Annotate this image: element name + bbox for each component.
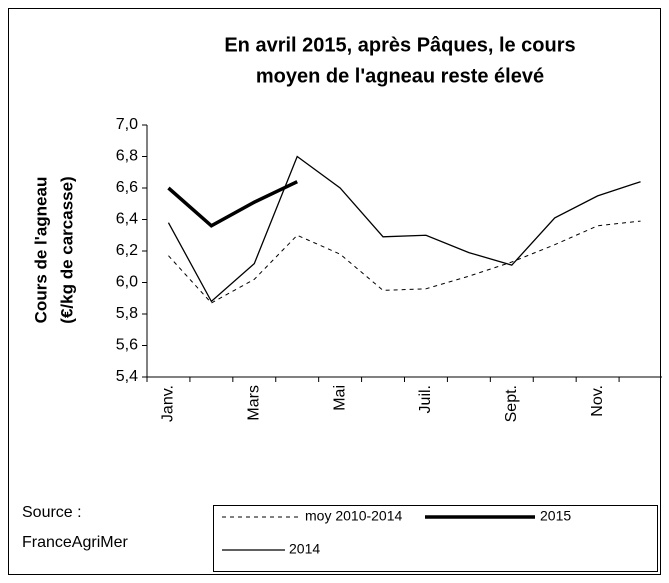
x-tick-label: Sept. [503, 385, 520, 422]
line-series [167, 155, 641, 303]
line-series [167, 180, 298, 228]
x-tick-label: Nov. [589, 385, 606, 417]
y-axis-label: (€/kg de carcasse) [57, 176, 76, 323]
y-axis-label: Cours de l'agneau [31, 177, 50, 324]
legend-label: 2014 [289, 541, 320, 557]
y-tick-label: 6,6 [116, 179, 138, 196]
chart-title: moyen de l'agneau reste élevé [256, 65, 544, 87]
y-tick-label: 5,4 [116, 368, 138, 385]
line-series [168, 220, 641, 304]
chart-title: En avril 2015, après Pâques, le cours [224, 34, 575, 56]
x-tick-label: Juil. [417, 385, 434, 413]
y-tick-label: 5,6 [116, 337, 138, 354]
y-tick-label: 6,2 [116, 242, 138, 259]
x-tick-label: Mai [331, 385, 348, 411]
y-tick-label: 6,0 [116, 274, 138, 291]
legend-label: 2015 [540, 508, 571, 524]
legend-label: moy 2010-2014 [305, 508, 403, 524]
y-tick-label: 7,0 [116, 116, 138, 133]
y-tick-label: 5,8 [116, 305, 138, 322]
x-tick-label: Mars [246, 385, 263, 421]
legend [213, 505, 658, 572]
y-tick-label: 6,8 [116, 148, 138, 165]
source: FranceAgriMer [22, 534, 128, 551]
x-tick-label: Janv. [160, 385, 177, 422]
source: Source : [22, 504, 82, 521]
frame [8, 8, 661, 575]
y-tick-label: 6,4 [116, 211, 138, 228]
